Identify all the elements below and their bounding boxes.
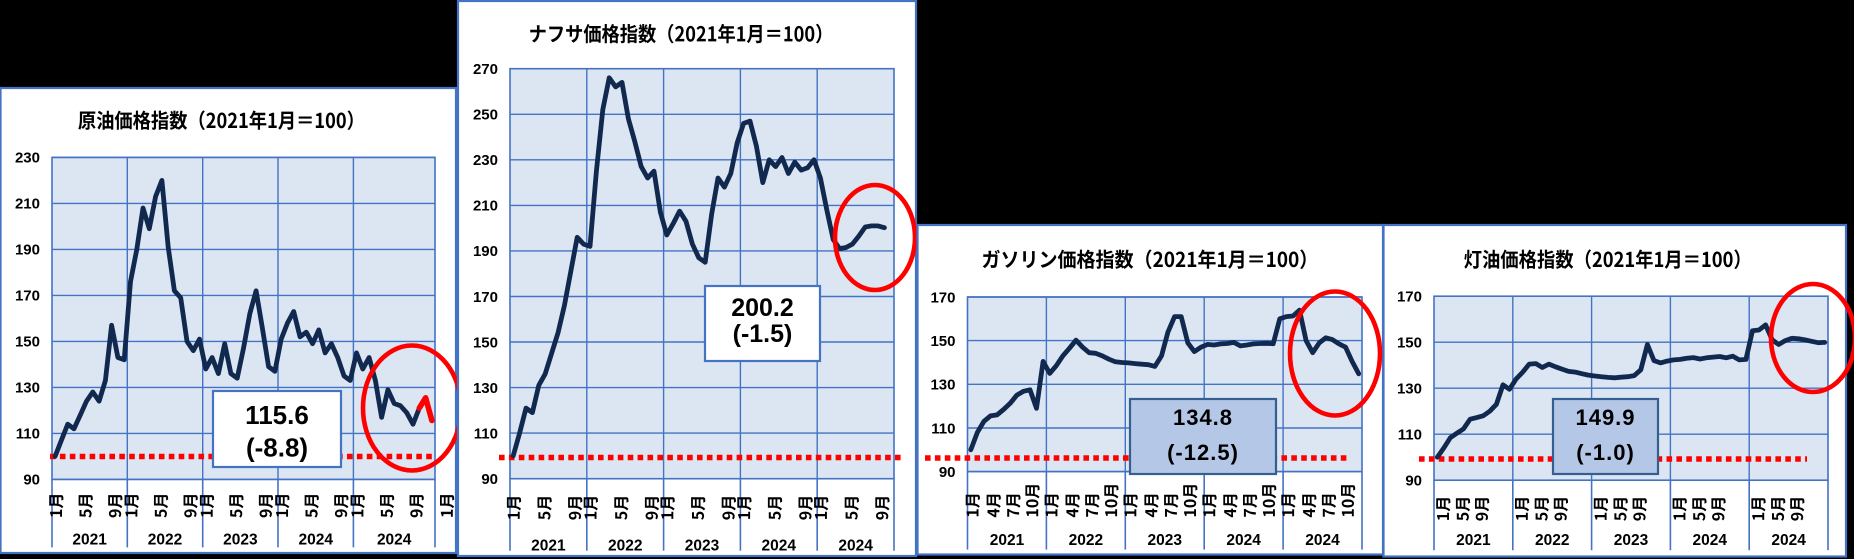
svg-text:2021: 2021	[990, 532, 1025, 549]
svg-text:250: 250	[473, 107, 498, 124]
svg-text:2024: 2024	[838, 538, 873, 555]
svg-text:2024: 2024	[1693, 532, 1728, 549]
svg-text:90: 90	[23, 472, 40, 489]
svg-text:2024: 2024	[1771, 532, 1806, 549]
svg-text:2021: 2021	[1456, 532, 1491, 549]
svg-text:2022: 2022	[608, 538, 642, 555]
svg-text:2024: 2024	[377, 532, 412, 549]
svg-text:90: 90	[481, 471, 498, 488]
svg-text:2024: 2024	[1305, 532, 1340, 549]
svg-text:190: 190	[15, 242, 40, 259]
svg-text:2023: 2023	[1614, 532, 1649, 549]
svg-text:170: 170	[1397, 289, 1422, 306]
svg-text:270: 270	[473, 61, 498, 78]
svg-text:2021: 2021	[531, 538, 566, 555]
svg-text:2022: 2022	[1535, 532, 1569, 549]
svg-text:230: 230	[473, 152, 498, 169]
svg-text:2024: 2024	[298, 532, 333, 549]
svg-text:150: 150	[473, 334, 498, 351]
svg-text:130: 130	[15, 380, 40, 397]
svg-text:190: 190	[473, 243, 498, 260]
svg-text:110: 110	[931, 420, 955, 437]
svg-text:130: 130	[930, 377, 955, 394]
svg-text:(-1.5): (-1.5)	[733, 320, 793, 348]
svg-text:115.6: 115.6	[245, 400, 309, 430]
svg-text:130: 130	[1397, 381, 1422, 398]
svg-text:90: 90	[1405, 473, 1422, 490]
svg-text:90: 90	[939, 464, 956, 481]
svg-text:134.8: 134.8	[1173, 405, 1233, 430]
svg-text:110: 110	[1398, 427, 1422, 444]
svg-text:2023: 2023	[685, 538, 720, 555]
svg-text:200.2: 200.2	[731, 294, 794, 322]
svg-text:110: 110	[474, 425, 498, 442]
svg-text:2024: 2024	[762, 538, 797, 555]
svg-text:2024: 2024	[1226, 532, 1261, 549]
svg-text:210: 210	[15, 196, 40, 213]
svg-text:150: 150	[930, 333, 955, 350]
svg-text:170: 170	[15, 288, 40, 305]
svg-text:2022: 2022	[1069, 532, 1103, 549]
svg-text:110: 110	[16, 426, 40, 443]
svg-text:2021: 2021	[72, 532, 107, 549]
svg-text:(-12.5): (-12.5)	[1167, 440, 1239, 465]
svg-text:170: 170	[473, 289, 498, 306]
svg-text:2023: 2023	[223, 532, 258, 549]
svg-text:130: 130	[473, 380, 498, 397]
svg-text:210: 210	[473, 198, 498, 215]
svg-text:170: 170	[930, 289, 955, 306]
svg-text:2023: 2023	[1148, 532, 1183, 549]
svg-text:150: 150	[1397, 335, 1422, 352]
svg-text:(-1.0): (-1.0)	[1576, 440, 1635, 465]
svg-text:150: 150	[15, 334, 40, 351]
svg-text:149.9: 149.9	[1575, 405, 1635, 430]
svg-text:(-8.8): (-8.8)	[246, 433, 308, 463]
svg-text:2022: 2022	[148, 532, 182, 549]
svg-text:230: 230	[15, 150, 40, 167]
